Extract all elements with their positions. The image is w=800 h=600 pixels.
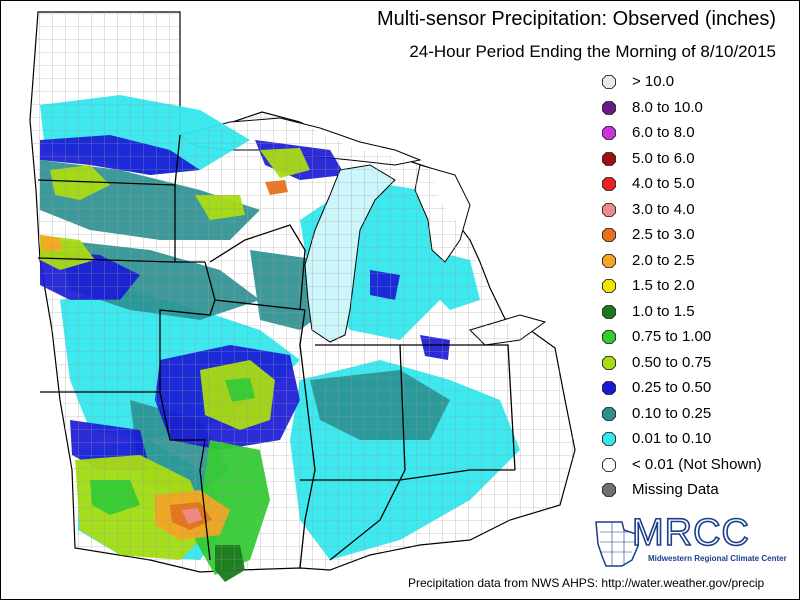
legend-swatch-icon: [602, 432, 616, 446]
legend-swatch-icon: [602, 330, 616, 344]
legend-item: 4.0 to 5.0: [600, 174, 790, 196]
legend-item: 0.10 to 0.25: [600, 404, 790, 426]
legend-item: 0.01 to 0.10: [600, 429, 790, 451]
data-source-credit: Precipitation data from NWS AHPS: http:/…: [408, 576, 765, 590]
legend-item: 2.0 to 2.5: [600, 251, 790, 273]
legend-label: 8.0 to 10.0: [632, 98, 703, 116]
legend-label: 0.75 to 1.00: [632, 328, 712, 345]
legend-swatch-icon: [602, 202, 616, 217]
legend-label: 1.5 to 2.0: [632, 277, 695, 294]
legend-swatch-icon: [602, 75, 616, 89]
legend-item: 3.0 to 4.0: [600, 200, 790, 222]
logo-wordmark: MRCC: [631, 511, 750, 555]
legend-label: 4.0 to 5.0: [632, 175, 695, 192]
legend-label: 3.0 to 4.0: [632, 200, 695, 218]
legend-label: Missing Data: [632, 481, 719, 498]
mrcc-logo: MRCC Midwestern Regional Climate Center: [592, 511, 787, 572]
legend-swatch-icon: [602, 126, 616, 140]
legend-item: 5.0 to 6.0: [600, 149, 790, 171]
legend-item: 6.0 to 8.0: [600, 123, 790, 145]
state-boundaries: [37, 134, 516, 569]
legend-swatch-icon: [602, 177, 616, 191]
map-subtitle: 24-Hour Period Ending the Morning of 8/1…: [409, 42, 776, 61]
legend-item: 8.0 to 10.0: [600, 98, 790, 120]
legend-swatch-icon: [602, 483, 616, 497]
legend-label: 6.0 to 8.0: [632, 124, 695, 141]
legend-item: Missing Data: [600, 480, 790, 502]
legend-item: > 10.0: [600, 72, 790, 94]
legend-label: > 10.0: [632, 73, 675, 90]
legend-swatch-icon: [602, 381, 616, 395]
legend-swatch-icon: [602, 406, 616, 421]
legend-swatch-icon: [602, 457, 616, 472]
legend-label: 0.10 to 0.25: [632, 404, 712, 422]
legend-swatch-icon: [602, 151, 616, 166]
legend-label: 1.0 to 1.5: [632, 302, 695, 320]
legend-label: 0.01 to 0.10: [632, 430, 712, 447]
legend-item: 0.25 to 0.50: [600, 378, 790, 400]
legend-item: 1.0 to 1.5: [600, 302, 790, 324]
logo-subtitle: Midwestern Regional Climate Center: [648, 554, 787, 563]
legend-swatch-icon: [602, 100, 616, 115]
legend-item: 2.5 to 3.0: [600, 225, 790, 247]
legend-label: 2.0 to 2.5: [632, 251, 695, 269]
map-title: Multi-sensor Precipitation: Observed (in…: [376, 8, 776, 30]
legend-item: < 0.01 (Not Shown): [600, 455, 790, 477]
legend-item: 1.5 to 2.0: [600, 276, 790, 298]
legend-swatch-icon: [602, 355, 616, 370]
legend-label: < 0.01 (Not Shown): [632, 455, 762, 473]
legend-swatch-icon: [602, 279, 616, 293]
legend-item: 0.75 to 1.00: [600, 327, 790, 349]
legend-label: 0.50 to 0.75: [632, 353, 712, 371]
legend-swatch-icon: [602, 304, 616, 319]
legend-swatch-icon: [602, 228, 616, 242]
legend-label: 0.25 to 0.50: [632, 379, 712, 396]
midwest-map-logo-icon: [595, 521, 639, 567]
legend-swatch-icon: [602, 253, 616, 268]
legend-label: 2.5 to 3.0: [632, 226, 695, 243]
legend-label: 5.0 to 6.0: [632, 149, 695, 167]
legend-item: 0.50 to 0.75: [600, 353, 790, 375]
